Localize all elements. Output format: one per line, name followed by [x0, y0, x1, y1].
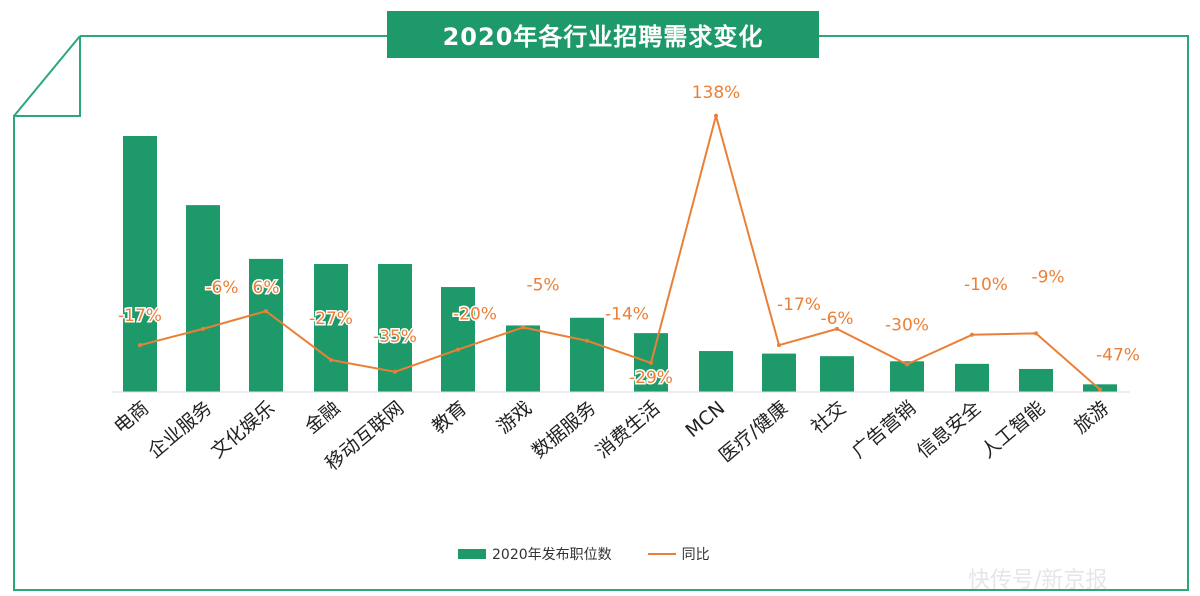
bar	[506, 325, 540, 392]
line-point	[264, 309, 268, 314]
bar	[699, 351, 733, 392]
line-point	[835, 326, 839, 331]
data-label: -35%	[373, 327, 417, 347]
category-label: 广告营销	[848, 397, 920, 463]
category-label: 社交	[807, 397, 850, 438]
data-label: -14%	[605, 305, 649, 325]
chart-title-box: 2020年各行业招聘需求变化	[387, 11, 819, 58]
bar	[186, 205, 220, 392]
line-point	[714, 113, 718, 118]
legend-line-label: 同比	[681, 547, 710, 563]
data-label: -29%	[629, 368, 673, 388]
line-point	[649, 360, 653, 365]
line-point	[905, 362, 909, 367]
line-point	[456, 347, 460, 352]
data-label: -10%	[964, 275, 1008, 295]
frame-border	[13, 35, 1189, 591]
category-label: 信息安全	[913, 397, 985, 463]
data-label: -27%	[309, 309, 353, 329]
category-label: 教育	[428, 397, 471, 438]
data-label: -47%	[1096, 346, 1140, 366]
bar	[570, 317, 604, 392]
chart-frame	[13, 35, 1189, 591]
category-label: 企业服务	[144, 397, 216, 463]
bar	[249, 258, 283, 392]
category-label: 消费生活	[592, 397, 664, 463]
data-label: -30%	[885, 315, 929, 335]
bar	[314, 264, 348, 392]
data-label: -6%	[820, 309, 853, 329]
category-label: 数据服务	[528, 397, 600, 463]
category-label: 旅游	[1070, 397, 1113, 438]
chart-title: 2020年各行业招聘需求变化	[442, 23, 764, 51]
bar	[955, 363, 989, 392]
line-point	[521, 325, 525, 330]
data-label: -17%	[777, 295, 821, 315]
data-label: 138%	[692, 83, 741, 103]
legend-line-swatch	[647, 553, 676, 555]
bar	[123, 136, 157, 392]
bar	[762, 353, 796, 392]
bar-series	[112, 136, 1130, 393]
data-label: -20%	[453, 305, 497, 325]
data-labels: -17%-6% 6%-27%-35%-20%-5%-14%-29%138%-17%…	[117, 81, 1142, 389]
line-point	[1034, 331, 1038, 336]
category-label: 金融	[301, 397, 344, 438]
category-label: 电商	[110, 397, 153, 438]
line-point	[970, 332, 974, 337]
line-point	[138, 343, 142, 348]
line-point	[329, 357, 333, 362]
line-point	[585, 338, 589, 343]
line-series	[138, 113, 1102, 392]
category-label: 医疗/健康	[715, 397, 792, 467]
category-label: 游戏	[493, 397, 536, 438]
category-label: 文化娱乐	[207, 397, 279, 463]
line-point	[201, 326, 205, 331]
data-label: -9%	[1031, 267, 1064, 287]
bar	[441, 287, 475, 392]
category-label: MCN	[681, 397, 729, 442]
line-point	[1098, 387, 1102, 392]
legend: 2020年发布职位数 同比	[458, 544, 710, 564]
category-label: 人工智能	[977, 397, 1049, 463]
data-label: 6%	[253, 278, 280, 298]
data-label: -6%	[205, 278, 238, 298]
data-label: -17%	[118, 306, 162, 326]
legend-bar-label: 2020年发布职位数	[492, 547, 612, 563]
data-label: -5%	[526, 275, 559, 295]
watermark: 快传号/新京报	[968, 568, 1108, 593]
line-point	[777, 343, 781, 348]
line-point	[393, 369, 397, 374]
bar	[1019, 368, 1053, 392]
bar	[820, 356, 854, 392]
legend-bar-swatch	[458, 549, 486, 559]
line-path	[139, 114, 1101, 391]
